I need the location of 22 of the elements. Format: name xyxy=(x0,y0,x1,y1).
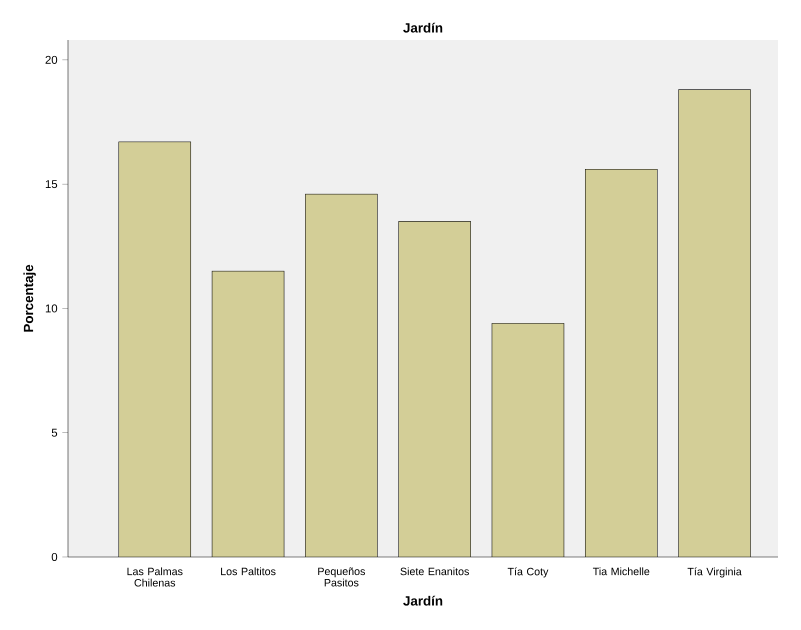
x-tick-label: Pequeños Pasitos xyxy=(318,567,365,586)
chart-title: Jardín xyxy=(403,22,442,33)
bar xyxy=(398,221,471,557)
x-tick-label: Las Palmas Chilenas xyxy=(127,567,183,587)
x-tick-label: Tía Coty xyxy=(508,567,548,578)
y-axis-title: Porcentaje xyxy=(23,264,36,332)
bar xyxy=(492,323,564,557)
bar xyxy=(305,194,378,557)
bar xyxy=(585,169,658,557)
y-tick-label: 5 xyxy=(52,428,58,437)
x-tick-label: Tía Virginia xyxy=(688,567,742,578)
bar xyxy=(212,271,284,557)
x-tick-label: Los Paltitos xyxy=(221,567,276,576)
x-tick-label: Tia Michelle xyxy=(592,567,650,576)
x-axis-title: Jardín xyxy=(403,596,442,606)
x-tick-label: Siete Enanitos xyxy=(400,567,469,576)
y-tick-label: 20 xyxy=(46,56,58,64)
y-tick-label: 15 xyxy=(46,180,58,188)
y-tick-label: 10 xyxy=(46,304,58,312)
bar xyxy=(118,142,191,557)
bar xyxy=(678,89,751,557)
y-tick-label: 0 xyxy=(52,552,58,561)
